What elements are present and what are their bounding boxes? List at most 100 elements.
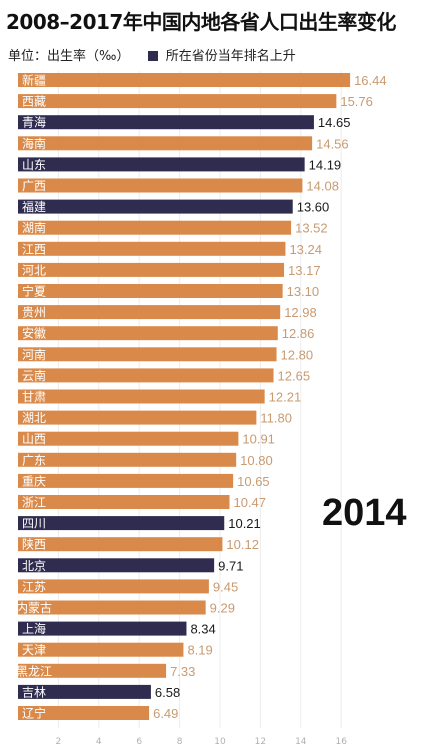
x-tick-label: 4 <box>96 737 102 747</box>
category-label: 重庆 <box>22 474 46 488</box>
x-tick-label: 8 <box>177 737 183 747</box>
value-label: 9.45 <box>213 579 238 594</box>
category-label: 江苏 <box>22 580 46 594</box>
value-label: 8.19 <box>187 643 212 658</box>
value-label: 14.56 <box>316 136 349 151</box>
category-label: 甘肃 <box>22 390 46 404</box>
category-label: 青海 <box>22 115 46 130</box>
category-label: 福建 <box>22 199 46 214</box>
category-label: 浙江 <box>22 496 46 510</box>
category-label: 河北 <box>22 263 46 277</box>
category-label: 山西 <box>22 432 46 446</box>
value-label: 8.34 <box>190 622 215 637</box>
legend-swatch <box>147 51 158 61</box>
category-label: 天津 <box>22 643 46 657</box>
bar <box>18 262 285 277</box>
chart-title: 2008–2017年中国内地各省人口出生率变化 <box>6 10 396 34</box>
bar <box>18 220 292 235</box>
bar <box>18 115 314 130</box>
category-label: 江西 <box>22 242 46 256</box>
category-label: 上海 <box>22 621 46 636</box>
bar <box>18 178 303 193</box>
bar <box>18 347 277 362</box>
category-label: 陕西 <box>22 537 46 552</box>
value-label: 12.86 <box>282 326 315 341</box>
category-label: 河南 <box>22 347 46 362</box>
bar <box>18 706 150 720</box>
bar <box>18 516 225 531</box>
x-tick-label: 14 <box>295 737 307 747</box>
category-label: 西藏 <box>22 95 46 109</box>
year-label: 2014 <box>322 492 407 534</box>
bar <box>18 368 274 383</box>
value-label: 13.52 <box>295 221 328 236</box>
category-label: 广东 <box>22 453 46 467</box>
category-label: 北京 <box>22 559 46 573</box>
bar <box>18 431 239 446</box>
bar <box>18 537 223 552</box>
bar <box>18 136 313 151</box>
x-tick-label: 16 <box>335 737 347 747</box>
value-label: 13.60 <box>297 200 330 215</box>
legend: 单位：出生率（‰） 所在省份当年排名上升 <box>8 45 428 64</box>
value-label: 6.49 <box>153 706 178 721</box>
value-label: 9.29 <box>210 601 235 616</box>
category-label: 湖北 <box>22 410 46 425</box>
bar <box>18 558 215 573</box>
value-label: 12.98 <box>284 305 317 320</box>
bar <box>18 73 351 87</box>
category-label: 黑龙江 <box>16 664 52 678</box>
category-label: 辽宁 <box>22 706 46 721</box>
value-label: 10.21 <box>228 516 261 531</box>
value-label: 9.71 <box>218 558 243 573</box>
value-label: 10.80 <box>240 453 273 468</box>
bar <box>18 389 265 404</box>
bar <box>18 684 151 699</box>
x-tick-label: 12 <box>255 737 266 747</box>
x-tick-label: 6 <box>136 737 142 747</box>
value-label: 6.58 <box>155 685 180 700</box>
legend-label: 所在省份当年排名上升 <box>165 49 296 64</box>
category-label: 新疆 <box>22 73 46 88</box>
category-label: 湖南 <box>22 220 46 235</box>
value-label: 10.91 <box>242 432 275 447</box>
value-label: 12.65 <box>278 368 311 383</box>
value-label: 11.80 <box>260 411 292 426</box>
value-label: 13.24 <box>289 242 322 257</box>
value-label: 12.21 <box>269 390 302 405</box>
value-label: 13.10 <box>287 284 320 299</box>
bar <box>18 579 209 594</box>
value-label: 12.80 <box>281 347 314 362</box>
bar <box>18 157 305 172</box>
bar <box>18 199 293 214</box>
value-label: 16.44 <box>354 73 387 88</box>
unit-label: 单位：出生率（‰） <box>8 49 130 64</box>
bar <box>18 326 278 341</box>
value-label: 15.76 <box>340 94 373 109</box>
bar <box>18 663 167 678</box>
bar <box>18 642 184 657</box>
category-label: 内蒙古 <box>16 600 52 615</box>
bar <box>18 94 337 109</box>
category-label: 贵州 <box>22 306 46 320</box>
value-label: 10.47 <box>233 495 266 510</box>
category-label: 安徽 <box>22 326 46 341</box>
bar <box>18 452 237 467</box>
bar <box>18 284 283 298</box>
bar <box>18 410 257 425</box>
category-label: 云南 <box>22 368 46 383</box>
value-label: 14.19 <box>309 157 342 172</box>
bar <box>18 621 187 636</box>
bar <box>18 600 206 615</box>
bar <box>18 305 281 320</box>
value-label: 7.33 <box>170 664 195 679</box>
x-tick-label: 10 <box>214 737 226 747</box>
category-label: 宁夏 <box>22 284 46 299</box>
category-label: 四川 <box>22 517 46 531</box>
bar <box>18 241 286 256</box>
value-label: 14.08 <box>306 179 339 194</box>
value-label: 14.65 <box>318 115 351 130</box>
bar <box>18 473 234 488</box>
category-label: 广西 <box>22 179 46 193</box>
